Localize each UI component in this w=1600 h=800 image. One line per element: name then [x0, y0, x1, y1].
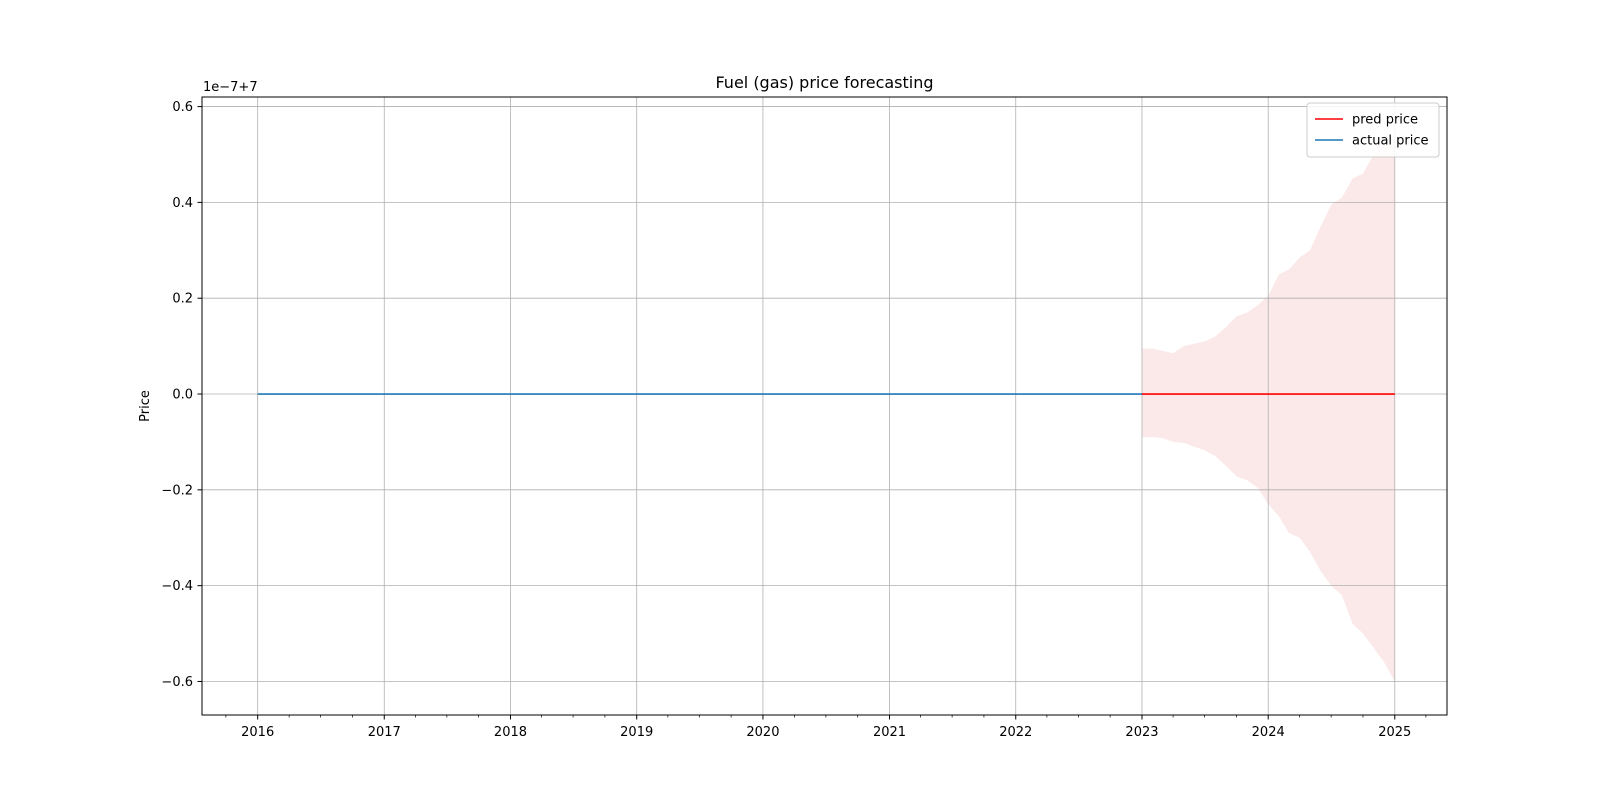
legend-box: [1306, 102, 1440, 158]
y-axis-offset-label: 1e−7+7: [203, 80, 258, 95]
y-tick-label: 0.0: [172, 388, 193, 403]
y-axis-label: Price: [138, 390, 153, 422]
x-tick-label: 2017: [368, 725, 401, 740]
chart-title: Fuel (gas) price forecasting: [715, 73, 933, 92]
x-tick-label: 2021: [873, 725, 906, 740]
grid-layer: [202, 97, 1447, 715]
x-tick-label: 2016: [241, 725, 274, 740]
y-tick-label: −0.4: [161, 579, 193, 594]
x-tick-label: 2023: [1125, 725, 1158, 740]
y-tick-label: −0.6: [161, 675, 193, 690]
legend-label-actual-price: actual price: [1352, 134, 1429, 149]
x-tick-label: 2022: [999, 725, 1032, 740]
x-tick-label: 2025: [1378, 725, 1411, 740]
x-tick-label: 2024: [1252, 725, 1285, 740]
y-tick-label: 0.4: [172, 196, 193, 211]
y-tick-label: 0.6: [172, 100, 193, 115]
y-tick-label: 0.2: [172, 292, 193, 307]
x-tick-label: 2018: [494, 725, 527, 740]
x-tick-label: 2019: [620, 725, 653, 740]
axes-frame: [201, 96, 1448, 716]
legend: pred price actual price: [1306, 102, 1440, 158]
x-tick-label: 2020: [746, 725, 779, 740]
axes-layer: 2016 2017 2018 2019 2020 2021 2022 2023 2024 2025…: [161, 96, 1448, 740]
y-tick-label: −0.2: [161, 483, 193, 498]
legend-label-pred-price: pred price: [1352, 113, 1418, 128]
